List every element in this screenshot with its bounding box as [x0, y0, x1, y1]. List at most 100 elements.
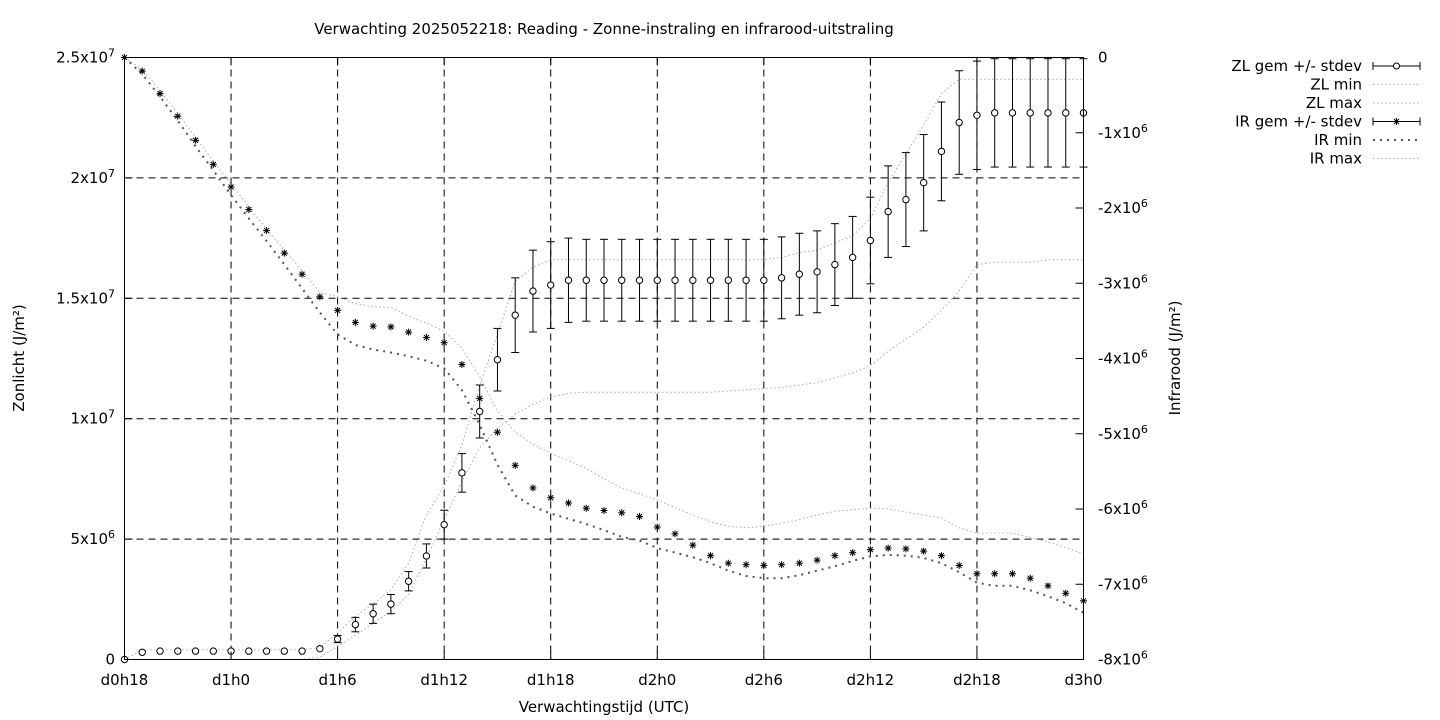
- data-point-ir: [866, 546, 874, 554]
- data-point-zl: [831, 260, 839, 269]
- data-point-ir: [298, 270, 306, 278]
- data-point-zl: [671, 276, 679, 284]
- data-point-ir: [973, 570, 981, 578]
- data-point-ir: [1026, 574, 1034, 582]
- series-line-ir-min: [123, 56, 1084, 614]
- data-point-ir: [174, 112, 182, 120]
- data-point-ir: [192, 136, 200, 144]
- y-left-tick-label: 0: [105, 651, 115, 669]
- data-point-zl: [422, 552, 431, 560]
- legend-marker: [1393, 62, 1400, 70]
- x-tick-label: d2h18: [953, 671, 1001, 689]
- data-point-ir: [618, 509, 626, 517]
- plot-frame: [124, 57, 1084, 660]
- x-axis-label: Verwachtingstijd (UTC): [519, 698, 690, 716]
- grid: [124, 57, 1084, 660]
- data-point-zl: [511, 311, 519, 319]
- axis-ticks: [124, 57, 1084, 660]
- data-point-zl: [884, 207, 892, 216]
- data-point-ir: [209, 160, 217, 168]
- data-point-zl: [245, 647, 253, 655]
- data-point-ir: [582, 504, 590, 512]
- data-point-zl: [742, 276, 750, 284]
- data-point-zl: [973, 111, 981, 119]
- data-point-ir: [689, 541, 697, 549]
- y-right-tick-label: -5x106: [1098, 423, 1148, 443]
- data-point-zl: [174, 647, 182, 655]
- data-point-ir: [884, 544, 892, 552]
- x-tick-label: d2h12: [847, 671, 895, 689]
- data-point-zl: [156, 647, 164, 655]
- tick-labels: d0h18 d1h0 d1h6 d1h12 d1h18 d2h0 d2h6 d2h12 d2h1…: [56, 47, 1148, 690]
- data-point-zl: [458, 469, 466, 477]
- x-tick-label: d0h18: [101, 671, 149, 689]
- data-point-ir: [422, 333, 430, 341]
- data-point-zl: [298, 647, 306, 655]
- data-point-zl: [653, 276, 661, 284]
- y-right-tick-label: -8x106: [1098, 649, 1148, 669]
- data-point-ir: [1044, 582, 1052, 590]
- data-point-zl: [387, 600, 395, 608]
- data-point-ir: [493, 428, 501, 436]
- legend-label: IR max: [1310, 150, 1362, 168]
- y-right-tick-label: -3x106: [1098, 272, 1148, 292]
- data-point-zl: [991, 109, 999, 117]
- data-point-zl: [600, 276, 608, 284]
- y-right-tick-label: -2x106: [1098, 197, 1148, 217]
- data-point-ir: [653, 523, 661, 531]
- y-right-tick-label: -4x106: [1098, 348, 1148, 368]
- data-point-ir: [991, 570, 999, 578]
- data-point-ir: [760, 561, 768, 569]
- legend-marker: [1393, 118, 1400, 125]
- y-right-tick-label: 0: [1098, 49, 1108, 67]
- data-point-zl: [1062, 109, 1070, 117]
- data-point-ir: [742, 561, 750, 569]
- y-left-tick-label: 1.5x107: [56, 287, 115, 307]
- data-point-zl: [547, 281, 555, 289]
- x-tick-label: d3h0: [1064, 671, 1102, 689]
- data-point-zl: [760, 276, 768, 284]
- data-point-zl: [333, 635, 342, 643]
- y-left-tick-label: 5x106: [70, 528, 115, 548]
- data-point-ir: [795, 559, 803, 567]
- y-left-tick-label: 2x107: [70, 167, 115, 187]
- data-point-ir: [920, 547, 928, 555]
- data-point-zl: [475, 407, 484, 416]
- y-right-tick-label: -7x106: [1098, 573, 1148, 593]
- data-point-zl: [1008, 109, 1017, 117]
- data-point-ir: [440, 339, 448, 347]
- legend-label: IR gem +/- stdev: [1235, 113, 1362, 131]
- data-point-zl: [529, 287, 537, 295]
- data-point-zl: [1026, 109, 1034, 117]
- data-point-ir: [351, 318, 359, 326]
- data-point-ir: [955, 561, 963, 569]
- legend-label: IR min: [1314, 131, 1362, 149]
- data-point-zl: [493, 356, 502, 364]
- data-point-zl: [1044, 109, 1052, 117]
- data-point-ir: [316, 293, 324, 301]
- data-point-zl: [813, 268, 821, 276]
- data-point-zl: [724, 276, 733, 284]
- x-tick-label: d1h6: [319, 671, 357, 689]
- data-point-zl: [351, 620, 360, 629]
- y-left-tick-label: 1x107: [70, 408, 115, 428]
- data-point-zl: [404, 577, 413, 585]
- data-point-ir: [387, 323, 395, 331]
- y-axis-left-label: Zonlicht (J/m²): [10, 304, 28, 412]
- data-point-ir: [600, 507, 608, 515]
- data-point-ir: [156, 90, 164, 98]
- data-point-zl: [848, 253, 857, 262]
- series-line-zl-max: [124, 78, 1084, 660]
- y-axis-right-label: Infrarood (J/m²): [1166, 301, 1184, 416]
- data-point-zl: [582, 276, 590, 284]
- data-point-zl: [191, 647, 200, 655]
- x-tick-label: d1h12: [420, 671, 468, 689]
- data-point-zl: [937, 147, 946, 156]
- legend-label: ZL gem +/- stdev: [1231, 57, 1362, 75]
- data-point-ir: [334, 306, 342, 314]
- chart-title: Verwachting 2025052218: Reading - Zonne-…: [314, 20, 894, 38]
- data-point-zl: [706, 276, 715, 284]
- data-point-ir: [529, 484, 537, 492]
- y-left-tick-label: 2.5x107: [56, 47, 115, 67]
- data-point-ir: [547, 494, 555, 502]
